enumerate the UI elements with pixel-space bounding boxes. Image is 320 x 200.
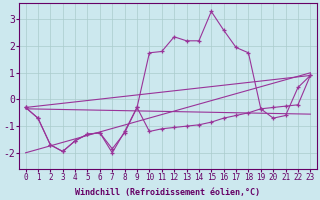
X-axis label: Windchill (Refroidissement éolien,°C): Windchill (Refroidissement éolien,°C): [76, 188, 260, 197]
